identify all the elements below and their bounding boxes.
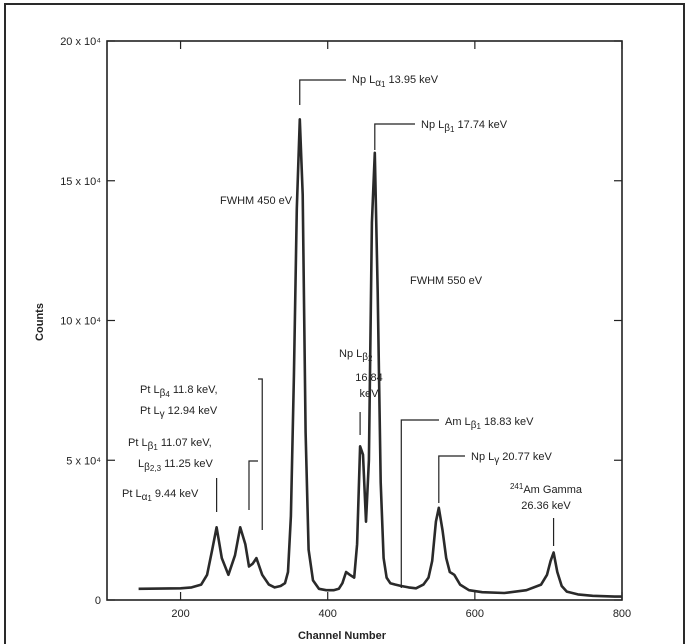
annotation-np-lb2: Np Lβ2 xyxy=(339,348,373,363)
annotation-np-lg: Np Lγ 20.77 keV xyxy=(471,451,553,466)
annotation-np-lb2-line: keV xyxy=(360,388,380,400)
annotation-pt-lb23: Lβ2,3 11.25 keV xyxy=(138,458,213,473)
chart-frame xyxy=(4,3,685,644)
series-group xyxy=(138,118,622,598)
y-tick-label: 15 x 10⁴ xyxy=(60,176,101,188)
x-tick-label: 400 xyxy=(319,608,337,620)
leader-np-lb1 xyxy=(374,123,415,150)
annotation-pt-lb4: Pt Lβ4 11.8 keV, xyxy=(140,384,218,399)
leader-pt-lb4 xyxy=(258,378,263,530)
annotation-pt-lb1: Pt Lβ1 11.07 keV, xyxy=(128,437,212,452)
annotation-np-lb2-line: 16.84 xyxy=(355,372,383,384)
fwhm-550-label: FWHM 550 eV xyxy=(410,275,483,287)
annotation-np-la1: Np Lα1 13.95 keV xyxy=(352,74,439,89)
annotation-np-lb1: Np Lβ1 17.74 keV xyxy=(421,119,508,134)
annotation-am-gamma: 241Am Gamma xyxy=(510,482,583,496)
x-tick-label: 600 xyxy=(466,608,484,620)
x-tick-label: 800 xyxy=(613,608,631,620)
y-tick-label: 5 x 10⁴ xyxy=(66,455,101,467)
annotation-pt-la1: Pt Lα1 9.44 keV xyxy=(122,488,199,503)
leader-am-lb1 xyxy=(400,419,439,588)
leader-np-la1 xyxy=(299,79,346,105)
y-axis-label: Counts xyxy=(34,303,46,341)
leader-np-lg xyxy=(438,455,465,503)
leader-pt-lb1 xyxy=(248,460,258,510)
y-tick-label: 0 xyxy=(95,595,101,607)
spectrum-line xyxy=(138,118,622,598)
annotation-pt-lg: Pt Lγ 12.94 keV xyxy=(140,405,218,420)
x-tick-label: 200 xyxy=(171,608,189,620)
ticks: 200 400 600 800 0 5 x 10⁴ 10 x 10⁴ 15 x 10⁴ 20 x… xyxy=(60,36,631,620)
y-tick-label: 20 x 10⁴ xyxy=(60,36,101,48)
y-tick-label: 10 x 10⁴ xyxy=(60,316,101,328)
annotation-am-lb1: Am Lβ1 18.83 keV xyxy=(445,416,534,431)
fwhm-450-label: FWHM 450 eV xyxy=(220,195,293,207)
x-axis-label: Channel Number xyxy=(298,630,387,642)
annotations: Np Lα1 13.95 keV Np Lβ1 17.74 keV Np Lβ2 16… xyxy=(122,74,583,588)
annotation-am-gamma-line: 26.36 keV xyxy=(521,500,571,512)
